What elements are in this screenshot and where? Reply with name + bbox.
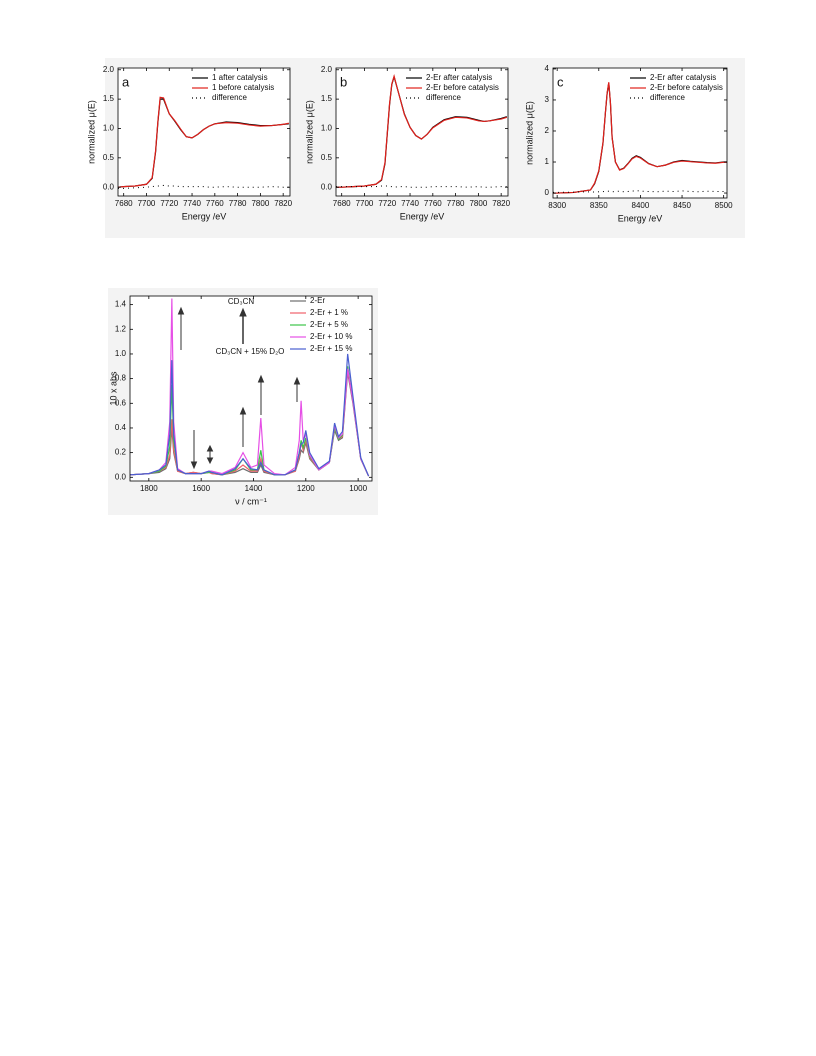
series-line	[336, 74, 508, 188]
legend-label: 2-Er after catalysis	[650, 73, 716, 82]
y-tick-label: 1	[545, 157, 550, 166]
arrow-head	[239, 406, 247, 415]
legend-label: difference	[426, 93, 462, 102]
y-tick-label: 1.0	[321, 124, 333, 133]
x-tick-label: 7740	[401, 199, 419, 208]
x-tick-label: 7760	[206, 199, 224, 208]
legend-label: difference	[212, 93, 248, 102]
x-tick-label: 7680	[115, 199, 133, 208]
x-tick-label: 1000	[349, 484, 367, 493]
y-tick-label: 2.0	[321, 65, 333, 74]
panel-letter: b	[340, 74, 347, 89]
y-tick-label: 1.5	[321, 94, 333, 103]
plot-area	[118, 68, 290, 196]
x-tick-label: 8400	[632, 201, 650, 210]
y-tick-label: 1.0	[115, 349, 127, 358]
x-tick-label: 8300	[548, 201, 566, 210]
x-tick-label: 7740	[183, 199, 201, 208]
x-tick-label: 7700	[138, 199, 156, 208]
y-tick-label: 0.4	[115, 423, 127, 432]
x-axis-label: ν / cm⁻¹	[235, 496, 267, 506]
y-tick-label: 1.0	[103, 124, 115, 133]
y-tick-label: 0.5	[103, 153, 115, 162]
legend-label: 2-Er + 15 %	[310, 344, 352, 353]
x-tick-label: 1400	[245, 484, 263, 493]
x-tick-label: 7780	[229, 199, 247, 208]
y-axis-label: normalized μ(E)	[304, 100, 314, 164]
y-tick-label: 0.8	[115, 374, 127, 383]
series-line	[553, 82, 727, 194]
annotation: CD₃CN + 15% D₂O	[216, 347, 285, 356]
x-axis-label: Energy /eV	[400, 211, 445, 221]
arrow-head	[190, 461, 198, 470]
y-tick-label: 4	[545, 64, 550, 73]
legend-label: 1 before catalysis	[212, 83, 274, 92]
x-tick-label: 8450	[673, 201, 691, 210]
y-tick-label: 0.5	[321, 153, 333, 162]
y-tick-label: 1.5	[103, 94, 115, 103]
series-line	[553, 190, 727, 193]
y-tick-label: 0.0	[321, 182, 333, 191]
legend-label: 2-Er before catalysis	[650, 83, 723, 92]
plot-frame	[335, 67, 509, 197]
x-tick-label: 8500	[715, 201, 733, 210]
legend-label: 2-Er after catalysis	[426, 73, 492, 82]
arrow-head	[257, 374, 265, 383]
legend-label: 1 after catalysis	[212, 73, 268, 82]
plot-frame	[117, 67, 291, 197]
x-tick-label: 7720	[160, 199, 178, 208]
y-tick-label: 0.0	[115, 472, 127, 481]
legend-label: difference	[650, 93, 686, 102]
x-axis-label: Energy /eV	[182, 211, 227, 221]
legend-label: 2-Er before catalysis	[426, 83, 499, 92]
x-tick-label: 1600	[192, 484, 210, 493]
y-tick-label: 3	[545, 95, 550, 104]
plot-area	[336, 68, 508, 196]
x-tick-label: 7760	[424, 199, 442, 208]
x-tick-label: 1200	[297, 484, 315, 493]
x-axis-label: Energy /eV	[618, 213, 663, 223]
y-axis-label: 10 x abs	[108, 371, 118, 406]
arrow-head	[293, 376, 301, 385]
x-tick-label: 7820	[492, 199, 510, 208]
plot-frame	[552, 67, 728, 199]
y-tick-label: 2.0	[103, 65, 115, 74]
arrow-head	[177, 306, 185, 315]
y-axis-label: normalized μ(E)	[86, 100, 96, 164]
series-line	[336, 185, 507, 188]
y-tick-label: 1.4	[115, 300, 127, 309]
y-tick-label: 0	[545, 188, 550, 197]
x-tick-label: 7680	[333, 199, 351, 208]
panel-letter: c	[557, 74, 564, 89]
series-line	[118, 96, 289, 188]
y-tick-label: 0.6	[115, 398, 127, 407]
legend-label: 2-Er + 5 %	[310, 320, 348, 329]
x-tick-label: 7780	[447, 199, 465, 208]
y-tick-label: 2	[545, 126, 550, 135]
x-tick-label: 8350	[590, 201, 608, 210]
arrows	[177, 306, 301, 470]
arrow-head	[239, 307, 247, 317]
annotation: CD₃CN	[228, 297, 255, 306]
y-tick-label: 1.2	[115, 324, 127, 333]
arrow-head	[206, 444, 214, 465]
x-tick-label: 7820	[274, 199, 292, 208]
y-tick-label: 0.0	[103, 182, 115, 191]
legend-label: 2-Er + 1 %	[310, 308, 348, 317]
x-tick-label: 7800	[251, 199, 269, 208]
y-axis-label: normalized μ(E)	[524, 101, 534, 165]
panel-letter: a	[122, 74, 130, 89]
x-tick-label: 7720	[378, 199, 396, 208]
y-tick-label: 0.2	[115, 448, 127, 457]
x-tick-label: 1800	[140, 484, 158, 493]
legend-label: 2-Er	[310, 296, 325, 305]
series-line	[130, 353, 370, 477]
x-tick-label: 7700	[356, 199, 374, 208]
x-tick-label: 7800	[469, 199, 487, 208]
legend-label: 2-Er + 10 %	[310, 332, 352, 341]
plot-area	[553, 68, 727, 198]
plot-frame	[129, 295, 373, 482]
